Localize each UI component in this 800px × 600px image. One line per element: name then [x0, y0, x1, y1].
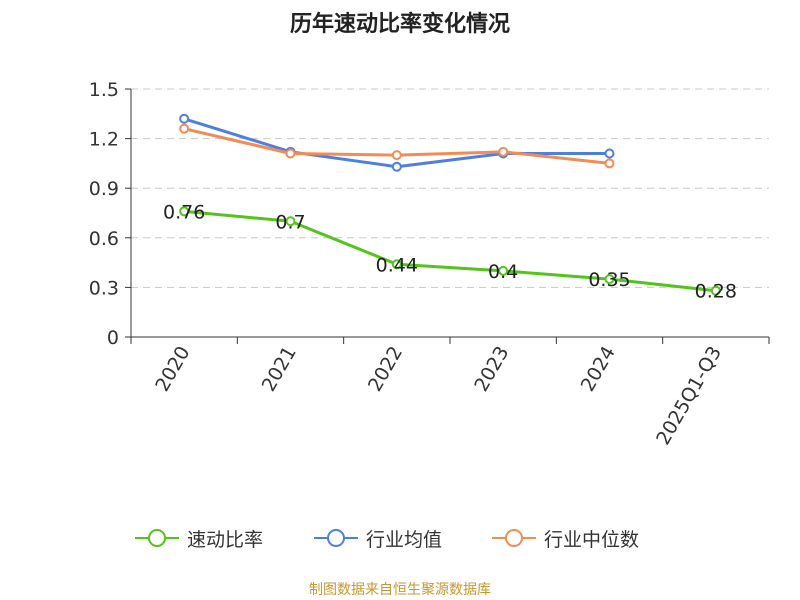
- chart-title: 历年速动比率变化情况: [289, 12, 510, 37]
- y-tick-label: 0.9: [89, 178, 119, 200]
- legend-line-marker-icon: [135, 529, 179, 547]
- data-label: 0.4: [488, 261, 518, 283]
- legend-item-industry-median[interactable]: 行业中位数: [490, 524, 639, 552]
- y-tick-label: 0.3: [89, 277, 119, 299]
- x-tick-label: 2023: [470, 342, 513, 395]
- data-point: [179, 123, 190, 134]
- data-point: [391, 150, 402, 161]
- data-label: 0.76: [163, 201, 205, 223]
- data-point: [285, 148, 296, 159]
- x-tick-label: 2024: [577, 343, 620, 396]
- x-tick-label: 2021: [258, 343, 301, 396]
- legend-item-quick-ratio[interactable]: 速动比率: [133, 524, 263, 552]
- data-point: [604, 274, 615, 285]
- gridlines: [131, 88, 769, 288]
- x-tick-label: 2022: [364, 343, 407, 396]
- series-line: [184, 209, 716, 293]
- legend-item-industry-mean[interactable]: 行业均值: [312, 524, 442, 552]
- y-tick-label: 1.2: [89, 129, 119, 151]
- axes: 0 0.3 0.6 0.9 1.2 1.5 2020 2021 2022 2023 2024 2025…: [89, 79, 770, 449]
- data-label: 0.28: [695, 281, 737, 303]
- data-point: [498, 265, 509, 276]
- y-tick-label: 0.6: [89, 228, 119, 250]
- data-label: 0.7: [275, 211, 305, 233]
- data-point: [179, 206, 190, 217]
- legend-line-marker-icon: [314, 529, 358, 547]
- data-labels: 0.76 0.7 0.44 0.4 0.35 0.28: [163, 201, 737, 302]
- data-point: [391, 259, 402, 270]
- x-tick-label: 2025Q1-Q3: [652, 343, 726, 449]
- legend-label: 行业均值: [366, 528, 443, 551]
- data-point: [179, 113, 190, 124]
- data-label: 0.44: [376, 254, 418, 276]
- y-tick-label: 0: [107, 327, 119, 349]
- data-point: [710, 285, 721, 296]
- legend-label: 行业中位数: [544, 528, 640, 551]
- data-label: 0.35: [588, 269, 630, 291]
- data-point: [391, 161, 402, 172]
- source-note: 制图数据来自恒生聚源数据库: [309, 582, 491, 598]
- x-tick-label: 2020: [151, 343, 194, 396]
- legend-line-marker-icon: [492, 529, 536, 547]
- series-lines: [179, 113, 721, 296]
- legend-label: 速动比率: [187, 528, 264, 551]
- data-point: [498, 146, 509, 157]
- data-point: [604, 158, 615, 169]
- data-point: [285, 216, 296, 227]
- data-point: [604, 148, 615, 159]
- y-tick-label: 1.5: [89, 79, 119, 101]
